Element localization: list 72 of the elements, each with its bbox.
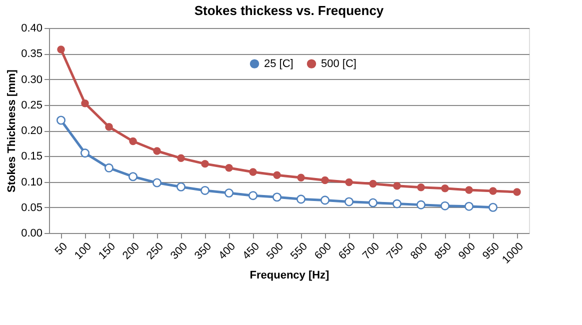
x-tick-label: 550: [288, 240, 310, 262]
point: [440, 201, 450, 210]
point: [416, 200, 426, 210]
point: [152, 178, 162, 188]
x-tick-label: 500: [264, 240, 286, 262]
point: [441, 184, 449, 192]
point: [488, 202, 498, 212]
x-tick-label: 950: [480, 240, 502, 262]
x-tick-label: 250: [144, 240, 166, 262]
point: [200, 186, 210, 195]
point: [129, 137, 137, 146]
y-tick-label: 0.05: [21, 202, 42, 214]
point: [297, 174, 305, 182]
y-axis-title: Stokes Thickness [mm]: [6, 69, 18, 192]
point: [224, 188, 234, 198]
y-tick-label: 0.40: [21, 22, 42, 34]
x-tick-label: 650: [336, 240, 358, 262]
point: [272, 192, 282, 202]
point: [465, 186, 473, 194]
x-tick-label: 200: [120, 240, 142, 262]
y-tick-label: 0.20: [21, 125, 42, 137]
legend-label: 25 [C]: [264, 58, 294, 70]
x-tick-label: 800: [408, 240, 430, 262]
point: [104, 163, 114, 172]
y-tick-label: 0.15: [21, 150, 42, 163]
y-tick-label: 0.25: [21, 99, 42, 112]
x-tick-label: 350: [192, 240, 214, 262]
point: [321, 176, 329, 184]
point: [56, 116, 66, 125]
x-tick-label: 600: [312, 240, 334, 262]
point: [464, 202, 474, 211]
y-tick-label: 0.35: [21, 48, 42, 60]
chart-title: Stokes thickess vs. Frequency: [194, 3, 384, 18]
x-tick-label: 700: [360, 240, 382, 262]
point: [57, 46, 65, 54]
x-tick-label: 750: [384, 240, 406, 262]
x-tick-label: 850: [432, 240, 454, 262]
y-tick-label: 0.30: [21, 74, 42, 86]
point: [296, 194, 306, 204]
point: [393, 182, 401, 190]
point: [392, 199, 402, 208]
x-tick-label: 450: [240, 240, 262, 262]
point: [153, 147, 161, 155]
point: [417, 184, 425, 192]
point: [273, 171, 281, 179]
point: [81, 99, 89, 108]
point: [249, 168, 257, 176]
point: [128, 172, 138, 182]
x-axis-title: Frequency [Hz]: [250, 270, 330, 282]
point: [248, 191, 258, 200]
point: [80, 148, 90, 158]
y-tick-label: 0.00: [21, 228, 42, 240]
point: [489, 187, 497, 195]
point: [176, 182, 186, 192]
point: [369, 180, 377, 188]
x-tick-label: 300: [168, 240, 190, 262]
x-tick-label: 400: [216, 240, 238, 262]
point: [368, 198, 378, 208]
x-tick-label: 150: [96, 240, 118, 262]
point: [513, 188, 521, 196]
point: [105, 123, 113, 131]
legend-label: 500 [C]: [321, 58, 356, 70]
point: [177, 154, 185, 162]
point: [320, 196, 330, 205]
point: [344, 197, 354, 206]
y-tick-label: 0.10: [21, 176, 42, 188]
point: [345, 178, 353, 186]
x-tick-label: 100: [72, 240, 94, 262]
x-tick-label: 900: [456, 240, 478, 262]
point: [225, 164, 233, 172]
point: [201, 160, 209, 168]
x-tick-label: 50: [52, 240, 70, 258]
